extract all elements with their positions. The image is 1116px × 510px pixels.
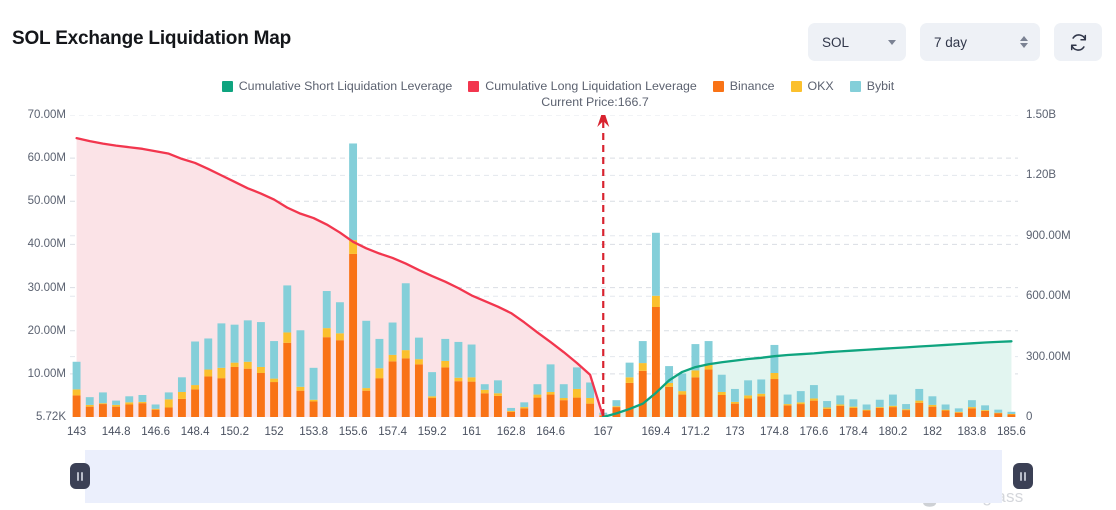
y-axis-left-tick: 70.00M: [27, 109, 66, 121]
x-axis-tick: 157.4: [378, 426, 407, 438]
legend-item-cumulative-short[interactable]: Cumulative Short Liquidation Leverage: [221, 79, 453, 93]
legend-item-binance[interactable]: Binance: [712, 79, 775, 93]
x-axis-tick: 153.8: [299, 426, 328, 438]
y-axis-left-tick: 30.00M: [27, 281, 66, 294]
refresh-icon: [1070, 33, 1086, 51]
period-select[interactable]: 7 day: [920, 23, 1040, 61]
legend-item-bybit[interactable]: Bybit: [849, 79, 895, 93]
x-axis-tick: 155.6: [338, 426, 368, 438]
y-axis-left-tick: 60.00M: [27, 152, 66, 165]
x-axis-tick: 185.6: [997, 426, 1026, 438]
legend-label: Cumulative Long Liquidation Leverage: [485, 79, 697, 93]
x-axis-tick: 159.2: [417, 426, 447, 438]
range-handle-right[interactable]: [1013, 463, 1033, 489]
period-select-value: 7 day: [934, 34, 968, 50]
y-axis-right-tick: 300.00M: [1026, 350, 1071, 363]
x-axis-tick: 143: [66, 426, 87, 438]
x-axis-tick: 167: [593, 426, 613, 438]
header-controls: SOL 7 day: [808, 23, 1102, 61]
y-axis-right-tick: 1.50B: [1026, 109, 1057, 121]
plot-svg: [70, 115, 1018, 417]
x-axis-tick: 174.8: [760, 426, 789, 438]
legend-label: Cumulative Short Liquidation Leverage: [238, 79, 453, 93]
legend-item-okx[interactable]: OKX: [790, 79, 834, 93]
x-axis-tick: 180.2: [878, 426, 908, 438]
x-axis-tick: 178.4: [839, 426, 868, 438]
legend-label: Bybit: [866, 79, 895, 93]
chevron-down-icon: [888, 39, 896, 45]
x-axis-tick: 169.4: [641, 426, 671, 438]
page-title: SOL Exchange Liquidation Map: [12, 28, 292, 49]
chart-legend: Cumulative Short Liquidation Leverage Cu…: [0, 79, 1116, 93]
x-axis-tick: 148.4: [180, 426, 210, 438]
legend-label: OKX: [807, 79, 834, 93]
y-axis-left-tick: 40.00M: [27, 238, 66, 251]
plot-canvas[interactable]: [70, 115, 1018, 417]
x-axis-tick: 176.6: [799, 426, 829, 438]
x-axis-tick: 150.2: [220, 426, 249, 438]
current-price-label: Current Price:166.7: [541, 95, 649, 109]
asset-select-value: SOL: [822, 34, 850, 50]
x-axis-tick: 182: [922, 426, 942, 438]
legend-swatch-icon: [790, 80, 802, 92]
x-axis-tick: 183.8: [957, 426, 987, 438]
chart-header: SOL Exchange Liquidation Map SOL 7 day: [0, 0, 1116, 84]
legend-swatch-icon: [849, 80, 861, 92]
x-axis: 143 144.8 146.6 148.4 150.2 152 153.8 155.6 157.…: [66, 426, 1026, 444]
x-axis-tick: 152: [264, 426, 284, 438]
legend-swatch-icon: [712, 80, 724, 92]
y-axis-right-tick: 0: [1026, 411, 1033, 423]
x-axis-tick: 144.8: [101, 426, 131, 438]
range-scrubber[interactable]: [0, 450, 1116, 503]
y-axis-left-tick: 20.00M: [27, 324, 66, 337]
y-axis-right-tick: 1.20B: [1026, 169, 1057, 182]
x-axis-tick: 146.6: [141, 426, 170, 438]
x-axis-tick: 164.6: [536, 426, 565, 438]
chevron-up-down-icon: [1020, 36, 1028, 48]
legend-item-cumulative-long[interactable]: Cumulative Long Liquidation Leverage: [468, 79, 697, 93]
y-axis-right-tick: 600.00M: [1026, 290, 1071, 303]
y-axis-left-tick: 50.00M: [27, 195, 66, 208]
y-axis-left-tick: 10.00M: [27, 367, 66, 380]
y-axis-left-tick: 5.72K: [35, 411, 66, 423]
range-handle-left[interactable]: [70, 463, 90, 489]
chart-area: 5.72K 10.00M 20.00M 30.00M 40.00M 50.00M 60.00…: [0, 108, 1116, 507]
legend-swatch-icon: [468, 80, 480, 92]
range-track[interactable]: [85, 450, 1002, 503]
y-axis-right-tick: 900.00M: [1026, 229, 1071, 242]
legend-swatch-icon: [221, 80, 233, 92]
x-axis-tick: 171.2: [681, 426, 710, 438]
legend-label: Binance: [729, 79, 775, 93]
refresh-button[interactable]: [1054, 23, 1102, 61]
x-axis-tick: 162.8: [496, 426, 526, 438]
x-axis-tick: 161: [461, 426, 482, 438]
asset-select[interactable]: SOL: [808, 23, 906, 61]
x-axis-tick: 173: [725, 426, 745, 438]
